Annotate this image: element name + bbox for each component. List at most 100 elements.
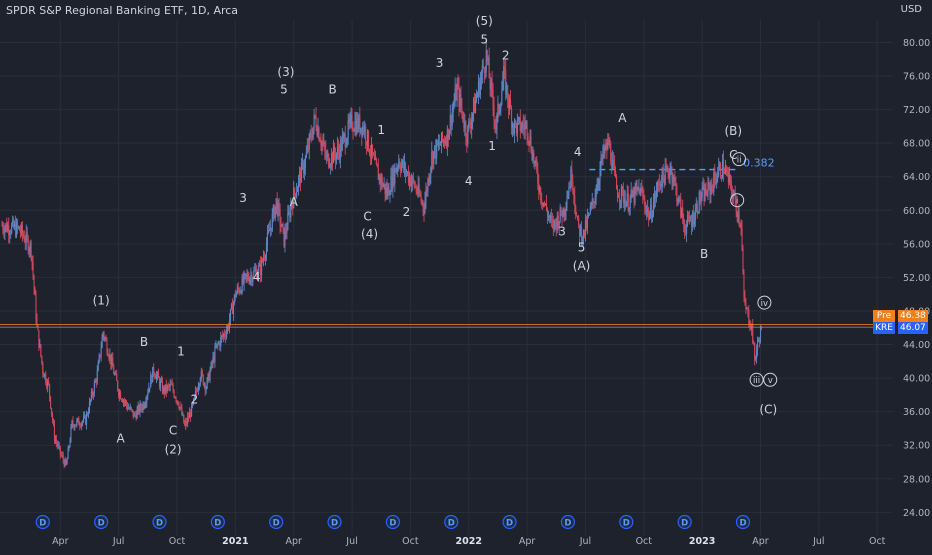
candle-body <box>201 371 203 375</box>
candle-body <box>498 104 500 113</box>
candle-body <box>391 175 393 189</box>
dividend-marker-label: D <box>506 518 513 528</box>
candle-body <box>581 226 583 242</box>
candle-body <box>160 380 162 382</box>
candle-body <box>345 144 347 147</box>
candle-body <box>301 161 303 163</box>
candle-body <box>734 192 736 201</box>
candle-body <box>307 146 309 150</box>
candle-body <box>1 225 3 227</box>
wave-circle <box>749 372 764 387</box>
candle-body <box>130 407 132 410</box>
candle-body <box>270 227 272 231</box>
candle-body <box>431 151 433 168</box>
candle-body <box>110 354 112 365</box>
candle-body <box>532 152 534 160</box>
candle-body <box>564 210 566 216</box>
wave-label: 2 <box>191 392 199 406</box>
candle-body <box>262 257 265 262</box>
candle-body <box>745 302 747 309</box>
circled-wave-label: iii <box>753 376 760 386</box>
candle-body <box>758 340 760 342</box>
candle-body <box>280 225 282 227</box>
candle-body <box>510 108 513 128</box>
candle-body <box>289 211 291 218</box>
candle-body <box>469 122 471 126</box>
candle-body <box>42 362 44 374</box>
candle-body <box>127 408 129 410</box>
candle-body <box>331 153 333 166</box>
candle-body <box>262 259 264 262</box>
candle-body <box>418 184 420 194</box>
candle-body <box>287 213 289 230</box>
candle-body <box>663 176 665 185</box>
candle-body <box>384 184 386 194</box>
candle-body <box>698 192 700 212</box>
candle-body <box>38 330 40 348</box>
last-price-tag: KRE 46.07 <box>873 322 928 334</box>
candle-body <box>687 215 689 225</box>
candle-body <box>3 230 5 234</box>
candle-body <box>421 200 423 202</box>
candle-body <box>481 65 483 74</box>
candle-body <box>104 338 106 339</box>
candle-body <box>594 196 596 204</box>
candle-body <box>113 367 115 375</box>
candle-body <box>87 412 90 415</box>
candle-body <box>718 167 720 176</box>
candle-body <box>590 204 592 207</box>
candle-body <box>246 274 248 277</box>
candle-body <box>332 153 334 164</box>
candle-body <box>381 176 383 187</box>
candle-body <box>147 392 149 397</box>
candle-body <box>705 187 707 195</box>
candle-body <box>708 182 710 185</box>
candle-body <box>615 171 617 177</box>
candle-body <box>429 175 431 183</box>
x-tick-label: 2022 <box>456 536 482 547</box>
wave-label: B <box>140 335 148 349</box>
candle-body <box>589 206 591 214</box>
candle-body <box>117 380 119 390</box>
candle-body <box>379 175 381 184</box>
candle-body <box>461 106 463 112</box>
candle-body <box>339 141 341 160</box>
candle-body <box>210 362 212 371</box>
candle-body <box>426 189 428 192</box>
candle-body <box>496 114 498 130</box>
candle-body <box>423 207 425 214</box>
candle-body <box>121 400 124 403</box>
candle-body <box>94 380 96 383</box>
candle-body <box>482 65 484 69</box>
candle-body <box>375 159 377 164</box>
candle-body <box>541 200 543 203</box>
candle-body <box>239 290 241 293</box>
candle-body <box>222 335 224 337</box>
wave-label: 3 <box>436 56 444 70</box>
candle-body <box>534 161 536 163</box>
candle-body <box>752 324 754 343</box>
candle-body <box>2 225 4 231</box>
candle-body <box>322 142 324 145</box>
candle-body <box>200 371 202 379</box>
x-tick-label: Jul <box>112 536 124 547</box>
dividend-marker-label: D <box>448 518 455 528</box>
candle-body <box>570 169 572 188</box>
candle-body <box>305 152 307 158</box>
wave-label: A <box>290 195 299 209</box>
wave-circle <box>763 372 778 387</box>
candle-body <box>455 88 457 101</box>
candle-body <box>382 185 384 187</box>
candle-body <box>439 142 441 146</box>
candle-body <box>272 206 274 214</box>
candle-body <box>543 202 545 206</box>
candle-body <box>432 151 434 165</box>
candle-body <box>56 442 58 447</box>
candle-body <box>635 185 637 190</box>
x-tick-label: Jul <box>345 536 357 547</box>
dividend-marker-label: D <box>214 518 221 528</box>
candle-body <box>43 373 45 377</box>
circled-wave-label: i <box>736 196 738 206</box>
